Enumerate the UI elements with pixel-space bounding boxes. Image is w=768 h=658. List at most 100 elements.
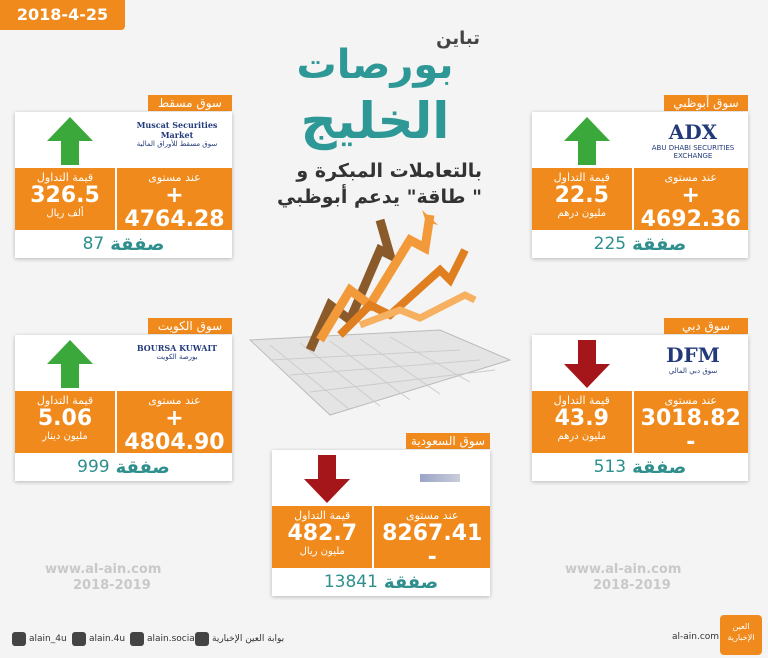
card-header: ADX ABU DHABI SECURITIES EXCHANGE bbox=[532, 112, 748, 168]
exchange-logo: DFM سوق دبي المالي bbox=[648, 343, 738, 383]
volume-block: قيمة التداول 43.9 مليون درهم bbox=[532, 391, 632, 453]
deals: 87 صفقة bbox=[15, 230, 232, 258]
volume-label: قيمة التداول bbox=[36, 171, 94, 184]
deals-count: 13841 bbox=[323, 572, 378, 592]
card-header bbox=[272, 450, 490, 506]
icon bbox=[130, 632, 144, 646]
values-panel: قيمة التداول 43.9 مليون درهم عند مستوى 3018.… bbox=[532, 391, 748, 466]
volume-value: 5.06 bbox=[37, 406, 93, 431]
deals-label: صفقة bbox=[632, 456, 687, 478]
social-instagram[interactable]: alain.4u bbox=[72, 632, 125, 646]
watermark-years: 2018-2019 bbox=[593, 578, 671, 593]
index-label: عند مستوى bbox=[664, 394, 717, 407]
index-value: 8267.41 - bbox=[382, 521, 483, 570]
market-card: قيمة التداول 482.7 مليون ريال عند مستوى 8267… bbox=[272, 450, 490, 596]
title-line: الخليج bbox=[300, 92, 450, 150]
arrow-shape bbox=[564, 340, 610, 388]
handle: alain.4u bbox=[89, 634, 126, 644]
volume-value: 43.9 bbox=[554, 406, 609, 431]
deals: 13841 صفقة bbox=[272, 568, 490, 596]
exchange-logo: BOURSA KUWAIT بورصة الكويت bbox=[132, 343, 222, 383]
deals-count: 999 bbox=[77, 457, 110, 477]
values-panel: قيمة التداول 482.7 مليون ريال عند مستوى 8267… bbox=[272, 506, 490, 581]
subtitle: " طاقة" يدعم أبوظبي bbox=[276, 186, 482, 208]
arrow-shape bbox=[47, 340, 93, 388]
index-block: عند مستوى + 4764.28 نقطة bbox=[115, 168, 232, 243]
handle: بوابة العين الإخبارية bbox=[212, 634, 285, 644]
volume-unit: مليون درهم bbox=[557, 431, 607, 442]
deals-count: 225 bbox=[593, 234, 627, 254]
icon bbox=[12, 632, 26, 646]
deals-count: 87 bbox=[82, 234, 105, 254]
exchange-logo bbox=[420, 474, 460, 482]
market-card: DFM سوق دبي المالي قيمة التداول 43.9 مليون د… bbox=[532, 335, 748, 481]
deals-label: صفقة bbox=[632, 233, 687, 255]
card-header: DFM سوق دبي المالي bbox=[532, 335, 748, 391]
volume-label: قيمة التداول bbox=[553, 394, 610, 407]
logo-text-ar: سوق مسقط للأوراق المالية bbox=[136, 140, 218, 148]
card-header: BOURSA KUWAIT بورصة الكويت bbox=[15, 335, 232, 391]
index-label: عند مستوى bbox=[148, 394, 201, 407]
brand-logo: العين الإخبارية bbox=[720, 615, 762, 655]
trend-arrow bbox=[47, 117, 93, 165]
site-url: al-ain.com bbox=[672, 632, 720, 642]
market-name: سوق الكويت bbox=[148, 318, 232, 334]
index-label: عند مستوى bbox=[664, 171, 717, 184]
social-facebook[interactable]: alain.social bbox=[130, 632, 197, 646]
index-unit: نقطة bbox=[680, 232, 702, 243]
watermark-url: www.al-ain.com bbox=[45, 562, 162, 577]
logo-text-ar: ABU DHABI SECURITIES EXCHANGE bbox=[651, 144, 735, 160]
index-unit: نقطة bbox=[163, 232, 186, 243]
site[interactable]: al-ain.com bbox=[672, 632, 719, 642]
arrow-shape bbox=[564, 117, 610, 165]
market-card: ADX ABU DHABI SECURITIES EXCHANGE قيمة الت… bbox=[532, 112, 748, 258]
index-unit: نقطة bbox=[163, 455, 186, 466]
deals: 999 صفقة bbox=[15, 453, 232, 481]
volume-value: 482.7 bbox=[287, 521, 358, 546]
values-panel: قيمة التداول 5.06 مليون دينار عند مستوى + 48… bbox=[15, 391, 232, 466]
volume-label: قيمة التداول bbox=[36, 394, 94, 407]
title-line: تباين bbox=[436, 28, 480, 49]
index-label: عند مستوى bbox=[405, 509, 459, 522]
volume-value: 326.5 bbox=[30, 183, 100, 208]
handle: alain_4u bbox=[29, 634, 67, 644]
trend-arrow bbox=[564, 117, 610, 165]
index-block: عند مستوى + 4692.36 نقطة bbox=[631, 168, 748, 243]
volume-value: 22.5 bbox=[554, 183, 609, 208]
handle: alain.social bbox=[147, 634, 198, 644]
index-value: 3018.82 - bbox=[640, 406, 741, 455]
watermark: www.al-ain.com 2018-2019 bbox=[45, 562, 161, 594]
exchange-logo: Muscat Securities Market سوق مسقط للأوراق… bbox=[132, 120, 222, 160]
social-youtube[interactable]: بوابة العين الإخبارية bbox=[195, 632, 284, 646]
values-panel: قيمة التداول 22.5 مليون درهم عند مستوى + 469… bbox=[532, 168, 748, 243]
trend-arrow bbox=[47, 340, 93, 388]
logo-text: ADX bbox=[668, 120, 718, 144]
volume-block: قيمة التداول 22.5 مليون درهم bbox=[532, 168, 632, 230]
watermark-url: www.al-ain.com bbox=[565, 562, 682, 577]
market-name: سوق مسقط bbox=[148, 95, 232, 111]
arrow-shape bbox=[47, 117, 93, 165]
deals-label: صفقة bbox=[383, 571, 439, 593]
volume-unit: مليون درهم bbox=[557, 208, 607, 219]
index-unit: نقطة bbox=[421, 570, 443, 581]
social-twitter[interactable]: alain_4u bbox=[12, 632, 67, 646]
index-block: عند مستوى + 4804.90 نقطة bbox=[115, 391, 232, 466]
deals: 225 صفقة bbox=[532, 230, 748, 258]
logo-text: BOURSA KUWAIT bbox=[136, 343, 218, 353]
values-panel: قيمة التداول 326.5 ألف ريال عند مستوى + 4764… bbox=[15, 168, 232, 243]
logo-text: Muscat Securities Market bbox=[136, 120, 218, 140]
exchange-logo: ADX ABU DHABI SECURITIES EXCHANGE bbox=[648, 120, 738, 160]
volume-unit: مليون دينار bbox=[42, 431, 88, 442]
index-block: عند مستوى 3018.82 - نقطة bbox=[631, 391, 748, 466]
deals-count: 513 bbox=[593, 457, 627, 477]
deals-label: صفقة bbox=[110, 233, 165, 255]
market-card: BOURSA KUWAIT بورصة الكويت قيمة التداول 5.0… bbox=[15, 335, 232, 481]
trend-arrow bbox=[304, 455, 350, 503]
volume-block: قيمة التداول 5.06 مليون دينار bbox=[15, 391, 115, 453]
icon bbox=[195, 632, 209, 646]
watermark: www.al-ain.com 2018-2019 bbox=[565, 562, 681, 594]
logo-text-ar: سوق دبي المالي bbox=[668, 367, 718, 375]
volume-unit: مليون ريال bbox=[299, 546, 345, 557]
market-name: سوق دبي bbox=[664, 318, 748, 334]
